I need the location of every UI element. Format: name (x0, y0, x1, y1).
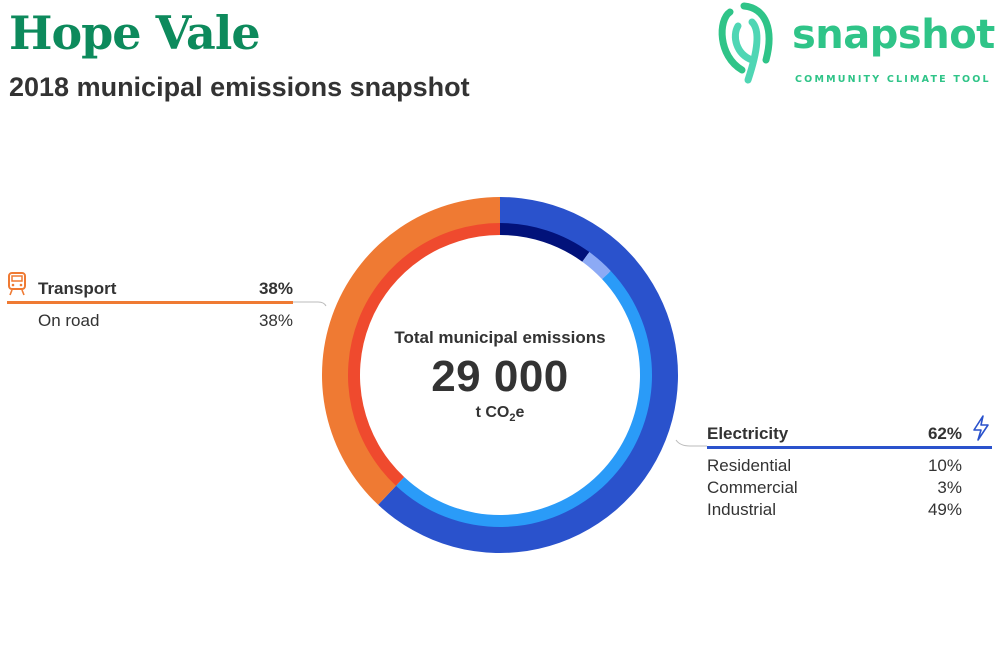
industrial-percent: 49% (927, 500, 962, 519)
train-icon (8, 272, 26, 296)
outer-ring (321, 197, 678, 553)
transport-leader-line (293, 301, 327, 307)
industrial-label: Industrial (707, 500, 776, 519)
total-unit: t CO2e (360, 404, 640, 424)
electricity-slice (378, 197, 678, 553)
logo-tagline: COMMUNITY CLIMATE TOOL (795, 74, 991, 85)
on-road-percent: 38% (258, 311, 293, 330)
electricity-label: Electricity (707, 424, 789, 443)
industrial-row: Industrial 49% (707, 500, 962, 520)
transport-percent: 38% (258, 279, 293, 298)
transport-slice (321, 197, 500, 505)
industrial-slice (395, 270, 652, 527)
lightning-icon (973, 415, 989, 441)
page-subtitle: 2018 municipal emissions snapshot (9, 72, 470, 102)
commercial-slice (582, 252, 611, 280)
electricity-percent: 62% (927, 424, 962, 443)
total-value: 29 000 (431, 352, 569, 401)
electricity-underline (707, 446, 992, 449)
residential-percent: 10% (927, 456, 962, 475)
commercial-percent: 3% (937, 478, 962, 497)
transport-label: Transport (38, 279, 117, 298)
snapshot-logo: snapshot COMMUNITY CLIMATE TOOL (712, 0, 1000, 90)
unit-prefix: t CO (475, 404, 510, 421)
commercial-label: Commercial (707, 478, 798, 497)
unit-suffix: e (515, 404, 525, 421)
residential-label: Residential (707, 456, 792, 475)
page-title: Hope Vale (9, 6, 261, 60)
on-road-slice (348, 223, 500, 486)
total-label: Total municipal emissions (394, 328, 606, 347)
logo-wordmark: snapshot (792, 12, 995, 58)
electricity-leader-line (675, 439, 707, 447)
transport-header: Transport 38% (38, 279, 293, 299)
inner-ring (348, 223, 652, 527)
fingerprint-icon (718, 2, 773, 84)
unit-subscript: 2 (509, 412, 516, 425)
residential-row: Residential 10% (707, 456, 962, 476)
residential-slice (500, 223, 590, 262)
commercial-row: Commercial 3% (707, 478, 962, 498)
transport-underline (7, 301, 293, 304)
on-road-row: On road 38% (38, 311, 293, 331)
on-road-label: On road (38, 311, 100, 330)
electricity-header: Electricity 62% (707, 424, 962, 444)
